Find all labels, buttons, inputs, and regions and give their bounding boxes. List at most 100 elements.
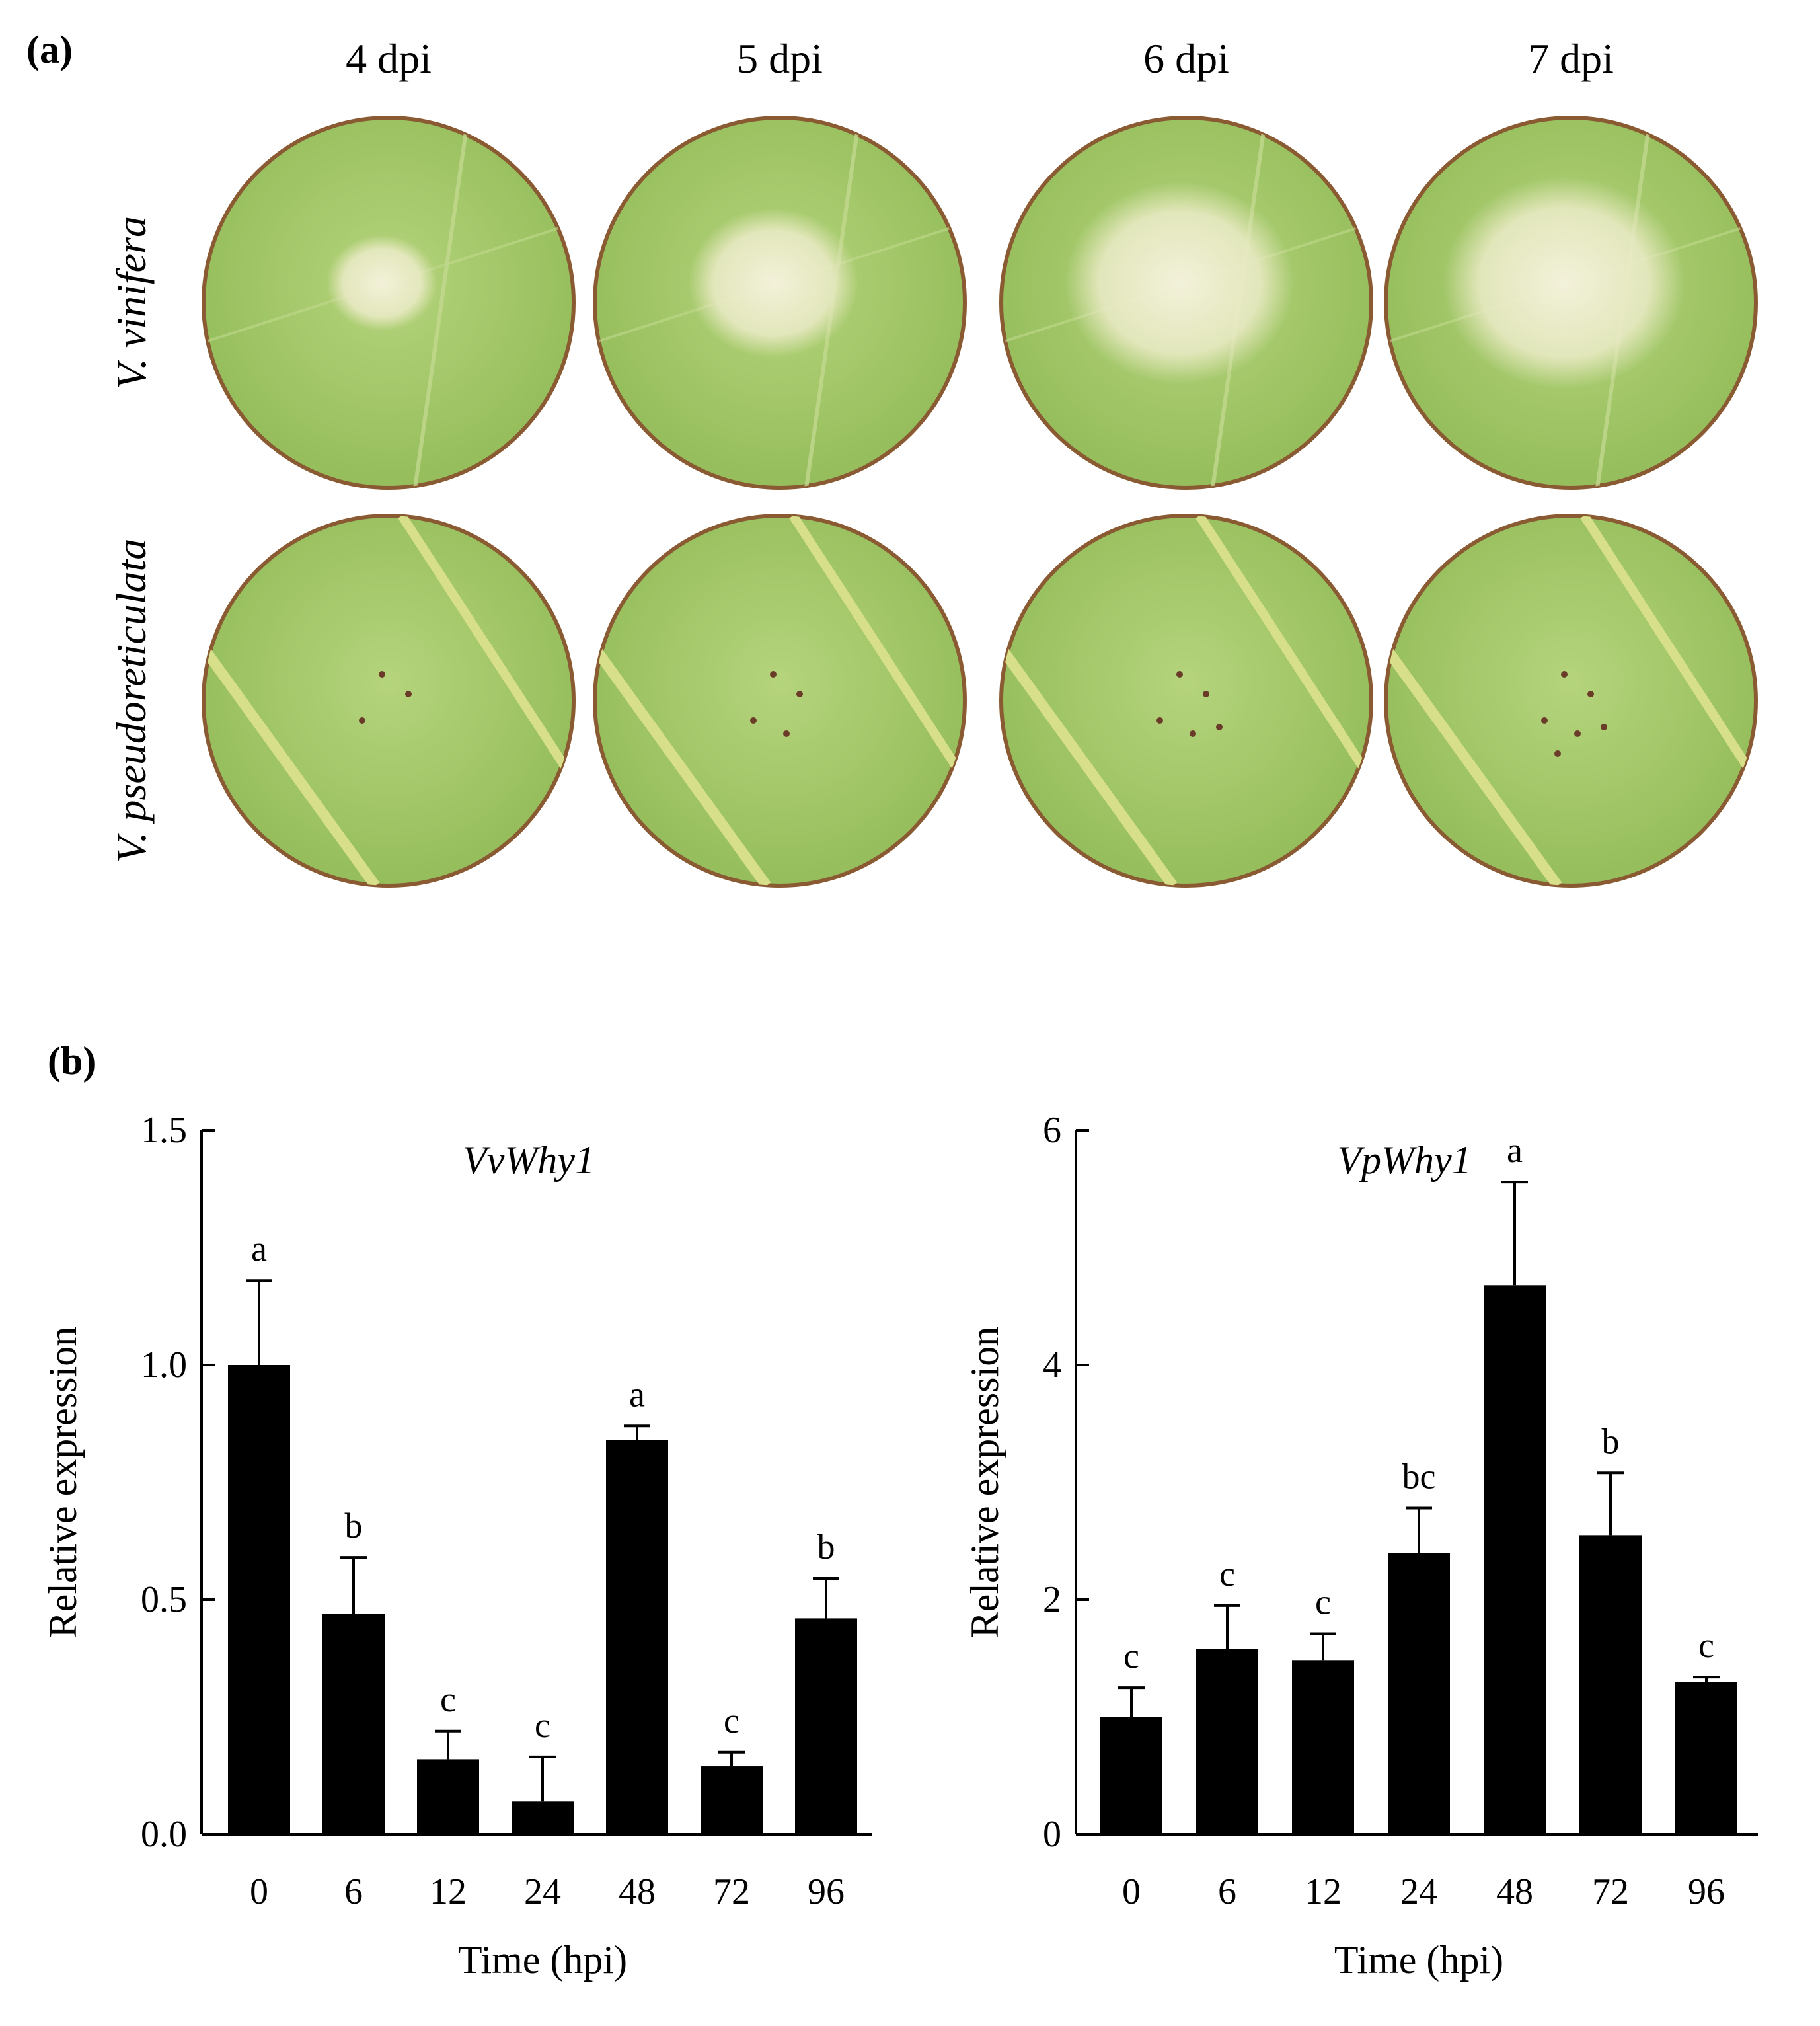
- necrotic-spot: [1587, 691, 1594, 697]
- x-axis-title: Time (hpi): [458, 1938, 627, 1982]
- chart-vvwhy1: 0.0 0.5 1.0 1.5 a 0 b 6 c 12 c 24 a 48 c 72 b 96 VvWhy1 Tim…: [41, 1110, 872, 1982]
- necrotic-spot: [1156, 717, 1163, 724]
- leaf-disc: [1384, 514, 1758, 888]
- significance-label: c: [440, 1680, 456, 1719]
- row-label-v-pseudoreticulata: V. pseudoreticulata: [108, 539, 155, 863]
- panel-a-leaf-discs: (a) 4 dpi 5 dpi 6 dpi 7 dpi V. vinifera V. p…: [26, 28, 1758, 888]
- mildew-patch: [1065, 182, 1295, 384]
- leaf-disc: [999, 116, 1373, 490]
- significance-label: b: [1602, 1421, 1620, 1461]
- y-tick-label: 0.0: [141, 1814, 187, 1855]
- column-label-5-dpi: 5 dpi: [737, 35, 823, 82]
- necrotic-spot: [796, 691, 803, 697]
- significance-label: a: [629, 1374, 645, 1414]
- x-tick-label: 0: [1122, 1871, 1141, 1912]
- y-tick-label: 0.5: [141, 1579, 187, 1620]
- bar-72: [701, 1766, 763, 1834]
- significance-label: c: [1315, 1582, 1331, 1621]
- x-tick-label: 12: [430, 1871, 467, 1912]
- panel-a-label: (a): [26, 28, 73, 71]
- x-tick-label: 72: [1592, 1871, 1629, 1912]
- column-labels: 4 dpi 5 dpi 6 dpi 7 dpi: [346, 35, 1614, 82]
- row-label-v-vinifera: V. vinifera: [108, 216, 155, 389]
- bar-96: [795, 1618, 857, 1834]
- necrotic-spot: [405, 691, 412, 697]
- y-tick-label: 0: [1043, 1814, 1061, 1855]
- x-tick-label: 48: [1496, 1871, 1533, 1912]
- necrotic-spot: [770, 671, 777, 678]
- y-tick-label: 6: [1043, 1110, 1061, 1151]
- necrotic-spot: [1176, 671, 1183, 678]
- y-tick-label: 1.0: [141, 1344, 187, 1385]
- bar-24: [1388, 1553, 1450, 1834]
- necrotic-spot: [1190, 730, 1196, 737]
- leaf-disc-grid: [202, 116, 1758, 888]
- significance-label: c: [1698, 1625, 1714, 1665]
- chart-title: VvWhy1: [463, 1138, 595, 1182]
- x-axis-title: Time (hpi): [1334, 1938, 1503, 1982]
- x-tick-label: 6: [1218, 1871, 1236, 1912]
- leaf-disc: [999, 514, 1373, 888]
- necrotic-spot: [359, 717, 365, 724]
- bar-6: [1196, 1649, 1258, 1834]
- mildew-patch: [688, 208, 858, 358]
- necrotic-spot: [1216, 724, 1223, 730]
- significance-label: a: [1507, 1130, 1523, 1170]
- x-tick-label: 0: [250, 1871, 268, 1912]
- mildew-patch: [326, 235, 437, 331]
- bar-96: [1675, 1682, 1737, 1834]
- row-labels: V. vinifera V. pseudoreticulata: [108, 216, 155, 863]
- leaf-disc: [1384, 116, 1758, 490]
- bar-6: [322, 1614, 385, 1834]
- x-tick-label: 6: [344, 1871, 363, 1912]
- x-tick-label: 12: [1305, 1871, 1342, 1912]
- bar-72: [1579, 1535, 1642, 1834]
- y-axis-title: Relative expression: [963, 1327, 1006, 1639]
- significance-label: b: [345, 1506, 363, 1545]
- y-tick-label: 1.5: [141, 1110, 187, 1151]
- necrotic-spot: [783, 730, 790, 737]
- y-axis-title: Relative expression: [41, 1327, 85, 1639]
- necrotic-spot: [1561, 671, 1568, 678]
- column-label-7-dpi: 7 dpi: [1528, 35, 1614, 82]
- necrotic-spot: [1601, 724, 1607, 730]
- column-label-4-dpi: 4 dpi: [346, 35, 432, 82]
- x-tick-label: 72: [713, 1871, 750, 1912]
- significance-label: a: [251, 1229, 267, 1268]
- x-tick-label: 24: [524, 1871, 561, 1912]
- x-tick-label: 96: [1688, 1871, 1725, 1912]
- column-label-6-dpi: 6 dpi: [1143, 35, 1229, 82]
- necrotic-spot: [1541, 717, 1548, 724]
- bar-48: [606, 1440, 668, 1834]
- bar-12: [1292, 1660, 1354, 1834]
- necrotic-spot: [1203, 691, 1209, 697]
- y-tick-label: 4: [1043, 1344, 1061, 1385]
- significance-label: c: [1123, 1636, 1139, 1676]
- leaf-disc: [202, 116, 576, 490]
- leaf-disc: [593, 116, 967, 490]
- mildew-patch: [1443, 176, 1685, 389]
- necrotic-spot: [1574, 730, 1581, 737]
- leaf-disc: [202, 514, 576, 888]
- panel-b-label: (b): [48, 1039, 96, 1083]
- x-tick-label: 96: [808, 1871, 845, 1912]
- x-tick-label: 48: [619, 1871, 656, 1912]
- necrotic-spot: [1554, 750, 1561, 757]
- significance-label: b: [817, 1527, 835, 1567]
- x-tick-label: 24: [1400, 1871, 1437, 1912]
- bar-12: [417, 1759, 479, 1834]
- leaf-disc: [593, 514, 967, 888]
- significance-label: c: [1219, 1554, 1235, 1594]
- necrotic-spot: [379, 671, 385, 678]
- bar-24: [512, 1801, 574, 1834]
- bar-0: [1100, 1717, 1162, 1834]
- necrotic-spot: [750, 717, 757, 724]
- significance-label: c: [535, 1705, 550, 1745]
- bar-0: [228, 1365, 290, 1834]
- chart-title: VpWhy1: [1337, 1138, 1471, 1182]
- bar-48: [1484, 1285, 1546, 1834]
- significance-label: bc: [1402, 1457, 1436, 1497]
- significance-label: c: [724, 1701, 739, 1740]
